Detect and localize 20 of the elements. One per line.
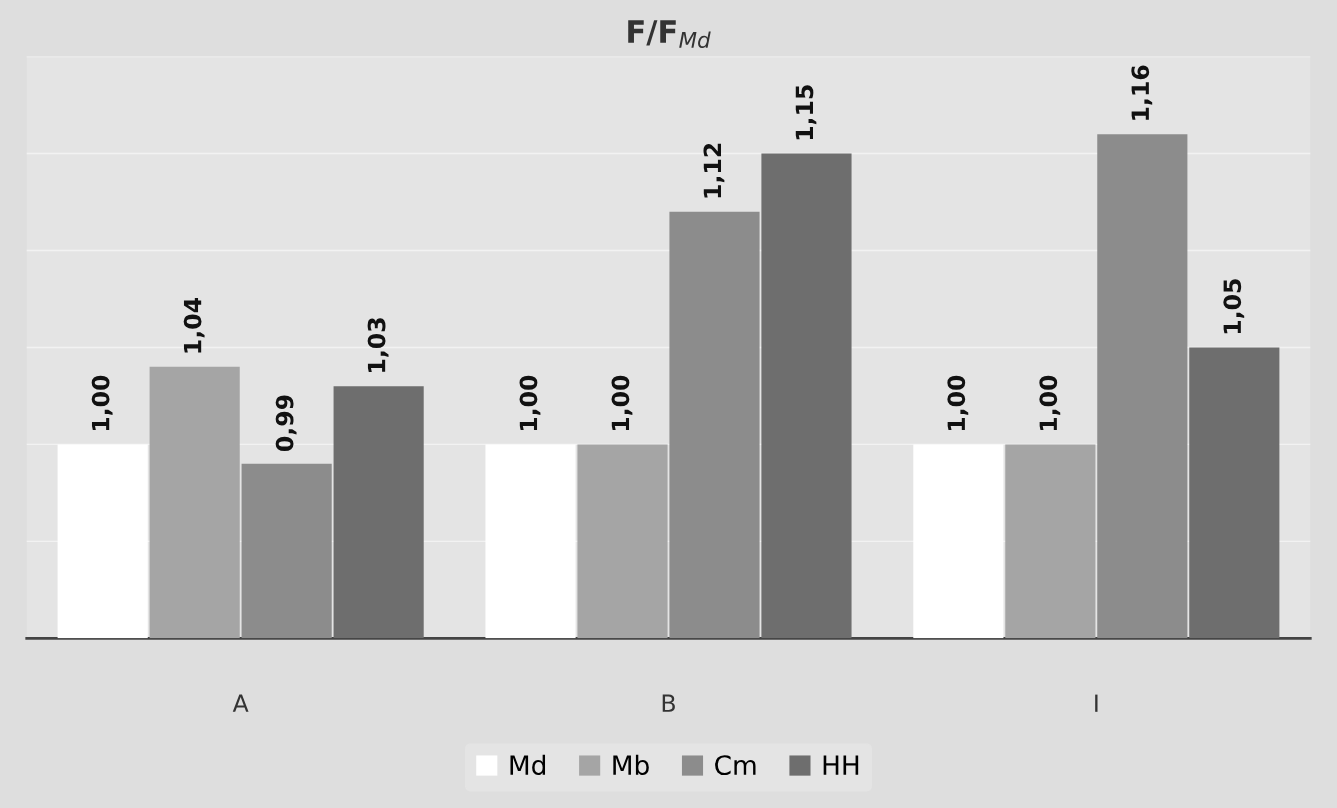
data-label: 1,12 bbox=[703, 143, 725, 198]
data-label: 0,99 bbox=[275, 395, 297, 452]
chart-title: F/F$_{Md}$ bbox=[628, 20, 711, 48]
legend-label: Cm bbox=[715, 755, 756, 776]
legend-label: HH bbox=[823, 755, 859, 775]
data-label: 1,00 bbox=[947, 375, 969, 431]
data-label: 1,00 bbox=[91, 375, 113, 431]
data-label: 1,15 bbox=[795, 85, 817, 140]
x-tick-label: I bbox=[1095, 694, 1098, 712]
data-label: 1,05 bbox=[1223, 279, 1245, 334]
legend-label: Mb bbox=[613, 754, 649, 776]
x-tick-label: B bbox=[662, 694, 675, 712]
data-label: 1,00 bbox=[519, 375, 541, 431]
data-label: 1,03 bbox=[367, 318, 389, 372]
legend-label: Md bbox=[510, 754, 546, 776]
data-label: 1,16 bbox=[1131, 65, 1153, 120]
data-label: 1,00 bbox=[611, 375, 633, 431]
x-tick-label: A bbox=[232, 694, 249, 712]
data-label: 1,04 bbox=[183, 298, 205, 353]
data-label: 1,00 bbox=[1039, 375, 1061, 431]
